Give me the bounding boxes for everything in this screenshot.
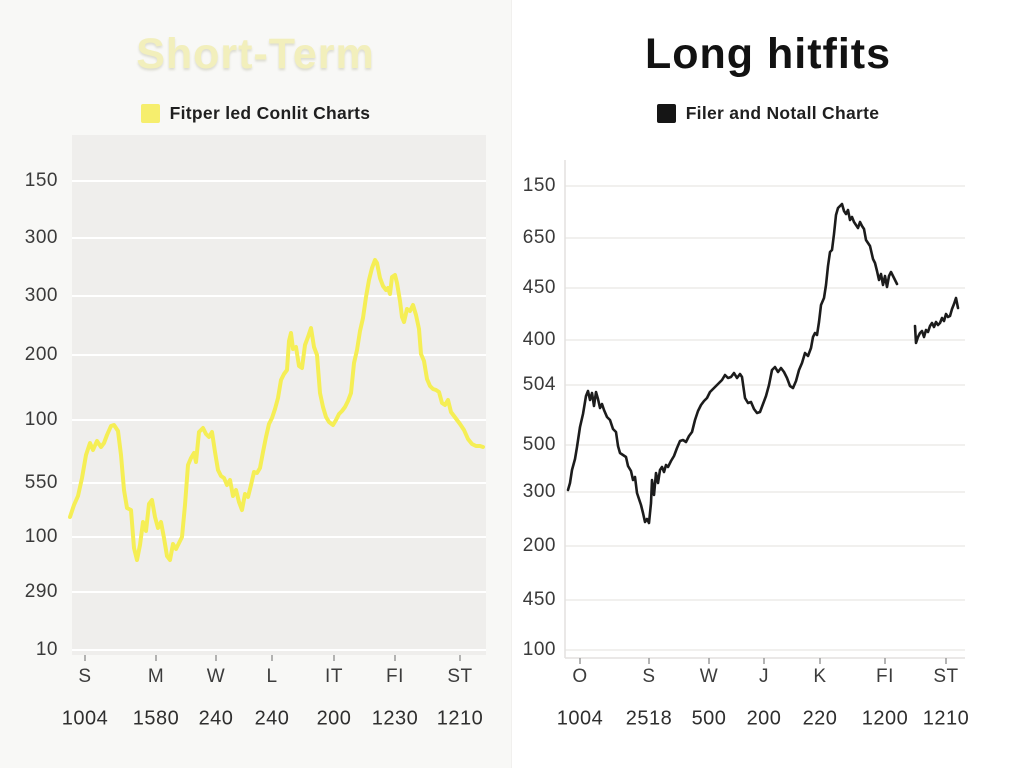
y-tick-label: 500 <box>522 434 556 455</box>
y-tick-label: 300 <box>24 285 58 306</box>
black-legend-swatch <box>656 104 676 123</box>
y-tick-label: 150 <box>522 175 556 196</box>
y-tick-label: 450 <box>522 589 556 610</box>
y-tick-label: 200 <box>24 344 58 365</box>
x-value-label: 2518 <box>625 707 673 730</box>
y-tick-label: 650 <box>522 227 556 248</box>
x-tick-label: FI <box>876 666 894 687</box>
x-tick-label: W <box>206 666 226 687</box>
left-chart-title: Short-Term <box>136 30 375 78</box>
x-value-label: 200 <box>316 707 352 730</box>
y-tick-label: 200 <box>522 535 556 556</box>
x-value-label: 1230 <box>371 707 419 730</box>
x-value-label: 240 <box>254 707 290 730</box>
left-legend-label: Fitper led Conlit Charts <box>169 103 371 123</box>
series-line <box>913 296 960 345</box>
x-tick-label: L <box>266 666 278 687</box>
y-tick-label: 300 <box>522 481 556 502</box>
y-tick-label: 150 <box>24 170 58 191</box>
x-tick-label: K <box>813 666 827 687</box>
y-tick-label: 100 <box>24 409 58 430</box>
x-value-label: 1210 <box>922 707 970 730</box>
x-value-label: 1210 <box>436 707 484 730</box>
y-tick-label: 100 <box>522 639 556 660</box>
x-value-label: 500 <box>691 707 727 730</box>
y-tick-label: 504 <box>522 374 556 395</box>
x-tick-label: S <box>642 666 656 687</box>
x-tick-label: O <box>572 666 588 687</box>
right-chart-legend: Filer and Notall Charte <box>512 103 1024 124</box>
x-tick-label: ST <box>933 666 959 687</box>
x-value-label: 1004 <box>556 707 604 730</box>
x-tick-label: FI <box>386 666 404 687</box>
x-tick-label: ST <box>447 666 473 687</box>
y-tick-label: 100 <box>24 526 58 547</box>
left-chart-legend: Fitper led Conlit Charts <box>0 103 511 124</box>
x-value-label: 1580 <box>132 707 180 730</box>
x-value-label: 1004 <box>61 707 109 730</box>
x-value-label: 220 <box>802 707 838 730</box>
x-tick-label: J <box>759 666 769 687</box>
x-tick-label: S <box>78 666 92 687</box>
y-tick-label: 10 <box>35 639 58 660</box>
x-tick-label: M <box>147 666 165 687</box>
y-tick-label: 400 <box>522 329 556 350</box>
x-value-label: 1200 <box>861 707 909 730</box>
series-line <box>68 258 485 562</box>
right-chart-title: Long hitfits <box>644 30 892 78</box>
x-value-label: 240 <box>198 707 234 730</box>
y-tick-label: 550 <box>24 472 58 493</box>
x-value-label: 200 <box>746 707 782 730</box>
x-tick-label: W <box>699 666 719 687</box>
yellow-legend-swatch <box>140 104 160 123</box>
series-line <box>566 202 899 525</box>
y-tick-label: 300 <box>24 227 58 248</box>
y-tick-label: 290 <box>24 581 58 602</box>
right-legend-label: Filer and Notall Charte <box>685 103 880 123</box>
x-tick-label: IT <box>325 666 343 687</box>
y-tick-label: 450 <box>522 277 556 298</box>
